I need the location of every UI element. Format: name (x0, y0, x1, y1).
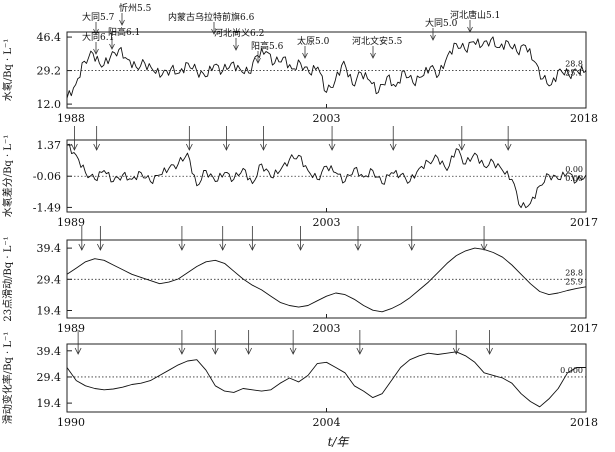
panel-23-point-moving-average: 39.4 29.4 19.4 1989 2003 2017 23点滑动/Bq · L⁻¹ 28… (2, 226, 598, 335)
annotation-arrow-head (302, 52, 308, 59)
earthquake-arrow-head (211, 347, 219, 355)
x-tick-label: 1990 (57, 416, 85, 429)
annotation-arrow-head (467, 26, 473, 33)
x-tick-label: 2004 (313, 416, 341, 429)
earthquake-arrow-head (354, 243, 362, 251)
earthquake-arrow-head (185, 143, 193, 151)
y-tick-label: 39.4 (37, 345, 62, 358)
x-tick-label: 2003 (313, 112, 341, 125)
earthquake-arrow-head (78, 243, 86, 251)
earthquake-arrow-head (389, 143, 397, 151)
earthquake-annotation: 河北唐山5.1 (450, 9, 500, 21)
annotation-arrow-head (119, 19, 125, 26)
earthquake-arrow-head (93, 143, 101, 151)
y-tick-label: -1.49 (33, 201, 61, 214)
y-axis-label: 水氡差分/Bq · L⁻¹ (1, 135, 14, 218)
annotation-arrow-head (233, 44, 239, 51)
earthquake-arrow-head (408, 243, 416, 251)
earthquake-arrow-head (97, 243, 104, 251)
earthquake-arrow-head (223, 143, 230, 151)
series-line (66, 351, 586, 408)
panel-radon-difference: 1.37 -0.06 -1.49 1989 2003 2017 水氡差分/Bq · L⁻¹ 0… (1, 126, 598, 229)
earthquake-arrow-head (356, 347, 364, 355)
y-tick-label: 12.0 (37, 98, 62, 111)
earthquake-arrow-head (248, 243, 256, 251)
y-axis-label: 23点滑动/Bq · L⁻¹ (2, 236, 14, 321)
earthquake-arrow-head (504, 143, 512, 151)
end-value-label: 0.00 (565, 174, 583, 183)
annotation-arrow-head (255, 57, 261, 64)
end-value-label: 0.00 (565, 165, 583, 174)
earthquake-arrow-head (486, 347, 493, 355)
y-tick-label: 19.4 (37, 305, 62, 318)
x-tick-label: 2003 (313, 216, 341, 229)
y-tick-label: 29.4 (37, 273, 62, 286)
x-tick-label: 1989 (57, 216, 85, 229)
x-tick-label: 2003 (313, 322, 341, 335)
y-tick-label: 19.4 (37, 397, 62, 410)
earthquake-arrow-head (71, 143, 78, 151)
y-tick-label: 1.37 (37, 139, 62, 152)
earthquake-arrow-head (297, 243, 304, 251)
x-tick-label: 2018 (570, 112, 598, 125)
x-tick-label: 1988 (57, 112, 85, 125)
end-value-label: 25.1 (565, 69, 583, 78)
earthquake-annotation: 内蒙古乌拉特前旗6.6 (168, 11, 255, 23)
y-axis-label: 水氡/Bq · L⁻¹ (1, 39, 14, 102)
end-value-label: 25.9 (565, 277, 583, 286)
earthquake-annotation: 忻州5.5 (119, 2, 152, 14)
annotation-arrow-head (93, 48, 99, 55)
earthquake-arrow-head (289, 347, 297, 355)
earthquake-annotation: 阳高6.1 (108, 26, 140, 38)
earthquake-annotation: 大同6.1 (82, 31, 114, 43)
earthquake-arrow-head (452, 347, 460, 355)
annotation-arrow-head (211, 28, 217, 35)
earthquake-annotation: 太原5.0 (297, 35, 330, 47)
y-axis-label: 滑动变化率/Bq · L⁻¹ (1, 332, 14, 425)
earthquake-arrow-head (260, 143, 267, 151)
x-tick-label: 2017 (570, 322, 598, 335)
earthquake-annotation: 河北文安5.5 (352, 35, 403, 47)
end-value-label: 0.000 (560, 366, 583, 375)
earthquake-annotation: 河北尚义6.2 (214, 27, 264, 39)
annotation-arrow-head (109, 43, 115, 50)
earthquake-annotation: 阳高5.6 (251, 40, 284, 52)
earthquake-arrow-head (178, 347, 186, 355)
earthquake-arrow-head (219, 243, 227, 251)
y-tick-label: 29.4 (37, 371, 62, 384)
earthquake-arrow-head (480, 243, 488, 251)
annotation-arrow-head (370, 52, 376, 59)
series-line (66, 143, 587, 209)
earthquake-arrow-head (458, 143, 466, 151)
panel-moving-rate-of-change: 39.4 29.4 19.4 1990 2004 2018 滑动变化率/Bq · L⁻¹ 0.… (1, 330, 598, 429)
axes-frame (66, 343, 587, 413)
series-line (66, 36, 587, 99)
earthquake-arrow-head (328, 143, 336, 151)
end-value-label: 28.8 (565, 268, 583, 277)
y-tick-label: -0.06 (33, 170, 61, 183)
annotation-arrow-head (430, 34, 436, 41)
earthquake-arrow-head (178, 243, 186, 251)
earthquake-annotation: 大同5.7 (82, 11, 115, 23)
x-tick-label: 2017 (570, 216, 598, 229)
series-line (66, 247, 587, 313)
earthquake-arrow-head (245, 347, 253, 355)
x-tick-label: 1989 (57, 322, 85, 335)
figure-xlabel: t/年 (328, 435, 351, 449)
earthquake-annotation: 大同5.0 (425, 17, 458, 29)
annotation-arrow-head (93, 28, 99, 35)
y-tick-label: 46.4 (37, 31, 62, 44)
end-value-label: 28.8 (565, 60, 583, 69)
y-tick-label: 29.2 (37, 65, 62, 78)
x-tick-label: 2018 (570, 416, 598, 429)
earthquake-arrow-head (74, 347, 82, 355)
y-tick-label: 39.4 (37, 242, 62, 255)
